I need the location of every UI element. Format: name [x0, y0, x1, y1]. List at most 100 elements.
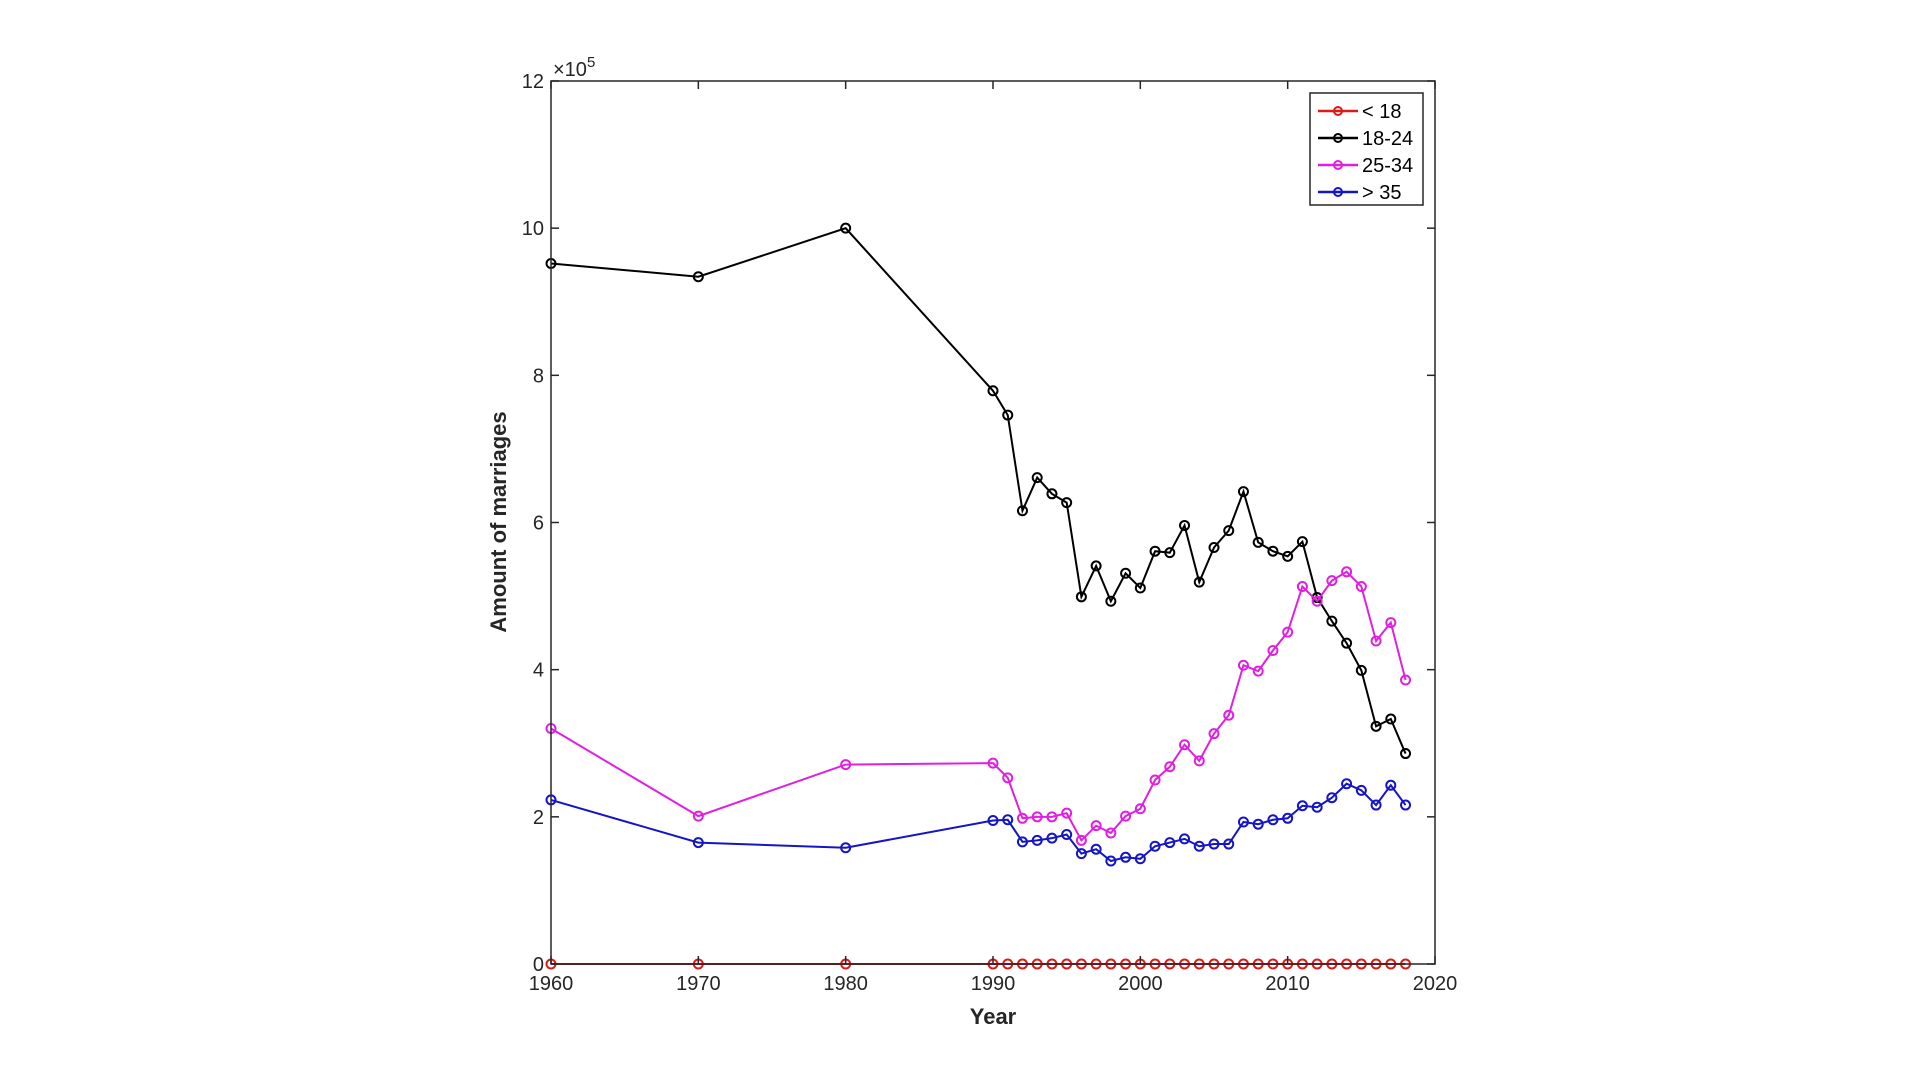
data-point: [1282, 812, 1294, 824]
data-point: [1002, 409, 1014, 421]
legend-marker: [1333, 160, 1343, 170]
data-point: [1370, 720, 1382, 732]
data-point: [1355, 664, 1367, 676]
data-point: [1090, 560, 1102, 572]
series-3: [545, 778, 1412, 867]
data-point: [1252, 536, 1264, 548]
data-point: [1341, 778, 1353, 790]
data-point: [692, 837, 704, 849]
data-point: [1002, 772, 1014, 784]
data-point: [1267, 814, 1279, 826]
data-point: [1282, 626, 1294, 638]
x-tick-label: 1990: [971, 973, 1016, 995]
data-point: [1179, 519, 1191, 531]
x-axis-label: Year: [970, 1004, 1017, 1029]
x-tick-label: 2010: [1265, 973, 1310, 995]
y-tick-label: 0: [533, 954, 544, 976]
legend-entry: < 18: [1318, 101, 1401, 123]
data-point: [1075, 834, 1087, 846]
data-point: [1252, 818, 1264, 830]
legend-marker: [1333, 106, 1343, 116]
data-point: [1237, 659, 1249, 671]
data-point: [1134, 582, 1146, 594]
data-point: [692, 271, 704, 283]
data-point: [1385, 779, 1397, 791]
legend-label: 18-24: [1362, 128, 1413, 150]
data-point: [1400, 748, 1412, 760]
data-point: [1223, 838, 1235, 850]
data-point: [1164, 761, 1176, 773]
data-point: [1149, 774, 1161, 786]
x-tick-label: 2000: [1118, 973, 1163, 995]
legend-label: < 18: [1362, 101, 1401, 123]
ticks: 1960 1970 1980 1990 2000 2010 2020 0 2 4 6 8 10 12: [522, 71, 1458, 995]
data-point: [1134, 853, 1146, 865]
data-point: [1179, 739, 1191, 751]
data-point: [1061, 497, 1073, 509]
data-point: [1090, 820, 1102, 832]
legend-entry: 18-24: [1318, 128, 1413, 150]
data-point: [1385, 617, 1397, 629]
data-point: [1267, 645, 1279, 657]
data-point: [1061, 807, 1073, 819]
legend: < 18 18-24 25-34 > 35: [1309, 92, 1424, 206]
data-point: [1075, 591, 1087, 603]
legend-label: > 35: [1362, 182, 1401, 204]
data-point: [1179, 833, 1191, 845]
data-point: [1400, 799, 1412, 811]
data-point: [1046, 811, 1058, 823]
data-point: [1016, 505, 1028, 517]
data-point: [1208, 838, 1220, 850]
data-point: [1326, 792, 1338, 804]
y-exponent-label: ×105: [553, 54, 595, 81]
data-point: [1193, 576, 1205, 588]
series-line: [550, 782, 1407, 863]
y-tick-label: 10: [522, 218, 544, 240]
legend-entry: 25-34: [1318, 155, 1413, 177]
x-tick-label: 1980: [823, 973, 868, 995]
data-point: [1296, 800, 1308, 812]
series-2: [545, 566, 1412, 846]
data-point: [1282, 550, 1294, 562]
data-point: [1326, 575, 1338, 587]
data-point: [1223, 709, 1235, 721]
data-point: [1385, 713, 1397, 725]
data-point: [1341, 566, 1353, 578]
data-point: [1120, 567, 1132, 579]
data-point: [1208, 542, 1220, 554]
data-point: [1002, 814, 1014, 826]
data-point: [1237, 486, 1249, 498]
data-point: [840, 222, 852, 234]
data-point: [1237, 816, 1249, 828]
data-point: [1164, 547, 1176, 559]
data-point: [1296, 581, 1308, 593]
data-point: [1400, 674, 1412, 686]
data-point: [1208, 728, 1220, 740]
y-axis-label: Amount of marriages: [486, 411, 511, 632]
data-point: [1090, 843, 1102, 855]
data-point: [1105, 827, 1117, 839]
data-point: [1370, 635, 1382, 647]
data-point: [1016, 812, 1028, 824]
series-1: [545, 222, 1412, 760]
data-point: [1355, 784, 1367, 796]
x-tick-label: 2020: [1413, 973, 1458, 995]
data-point: [1016, 836, 1028, 848]
data-point: [987, 815, 999, 827]
y-tick-label: 8: [533, 365, 544, 387]
data-point: [1252, 665, 1264, 677]
data-point: [987, 385, 999, 397]
data-point: [1267, 545, 1279, 557]
data-point: [1031, 834, 1043, 846]
data-point: [1326, 615, 1338, 627]
data-point: [1075, 848, 1087, 860]
data-point: [1355, 581, 1367, 593]
data-point: [1296, 536, 1308, 548]
x-tick-label: 1960: [529, 973, 574, 995]
y-tick-label: 2: [533, 807, 544, 829]
data-point: [1031, 472, 1043, 484]
legend-marker: [1333, 187, 1343, 197]
legend-box: [1309, 92, 1424, 206]
data-point: [1046, 832, 1058, 844]
